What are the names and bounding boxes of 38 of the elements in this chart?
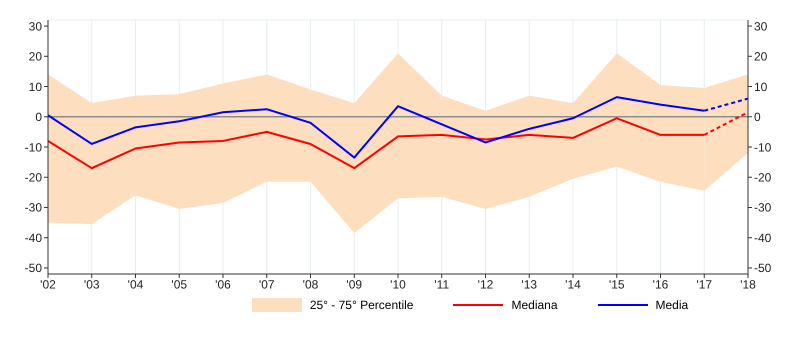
y-tick-label: 20 xyxy=(28,50,42,64)
x-tick-label: '12 xyxy=(478,278,494,292)
x-tick-label: '14 xyxy=(565,278,582,292)
x-tick-label: '13 xyxy=(521,278,538,292)
x-tick-label: '17 xyxy=(696,278,712,292)
y-tick-label: -40 xyxy=(24,230,42,245)
x-tick-label: '16 xyxy=(652,278,669,292)
x-tick-label: '05 xyxy=(171,278,188,292)
legend-label: Mediana xyxy=(511,298,558,312)
x-tick-label: '03 xyxy=(84,278,100,292)
x-tick-label: '08 xyxy=(302,278,319,292)
y2-tick-label: 20 xyxy=(754,50,768,64)
x-tick-label: '06 xyxy=(215,278,232,292)
y-tick-label: -30 xyxy=(24,200,42,215)
y-tick-label: 10 xyxy=(28,80,42,94)
x-tick-label: '04 xyxy=(128,278,144,292)
x-tick-label: '02 xyxy=(40,278,56,292)
y2-tick-label: -40 xyxy=(754,230,772,245)
x-tick-label: '15 xyxy=(608,278,625,292)
x-tick-label: '07 xyxy=(258,278,275,292)
x-tick-label: '10 xyxy=(390,278,406,292)
x-tick-label: '18 xyxy=(740,278,756,292)
y-tick-label: -20 xyxy=(24,170,42,184)
y2-tick-label: 10 xyxy=(754,80,768,94)
y-tick-label: -50 xyxy=(24,261,42,276)
y2-tick-label: -30 xyxy=(754,200,772,215)
y2-tick-label: 0 xyxy=(754,110,761,124)
y2-tick-label: -20 xyxy=(754,170,772,184)
legend-label: Media xyxy=(656,298,688,312)
x-tick-label: '09 xyxy=(346,278,362,292)
text: 25° - 75° Percentile xyxy=(310,298,414,312)
y2-tick-label: -10 xyxy=(754,140,772,154)
y2-tick-label: 30 xyxy=(754,19,768,34)
y-tick-label: -10 xyxy=(24,140,42,154)
y2-tick-label: -50 xyxy=(754,261,772,276)
x-tick-label: '11 xyxy=(434,278,450,292)
y-tick-label: 30 xyxy=(28,19,42,34)
y-tick-label: 0 xyxy=(35,110,42,124)
